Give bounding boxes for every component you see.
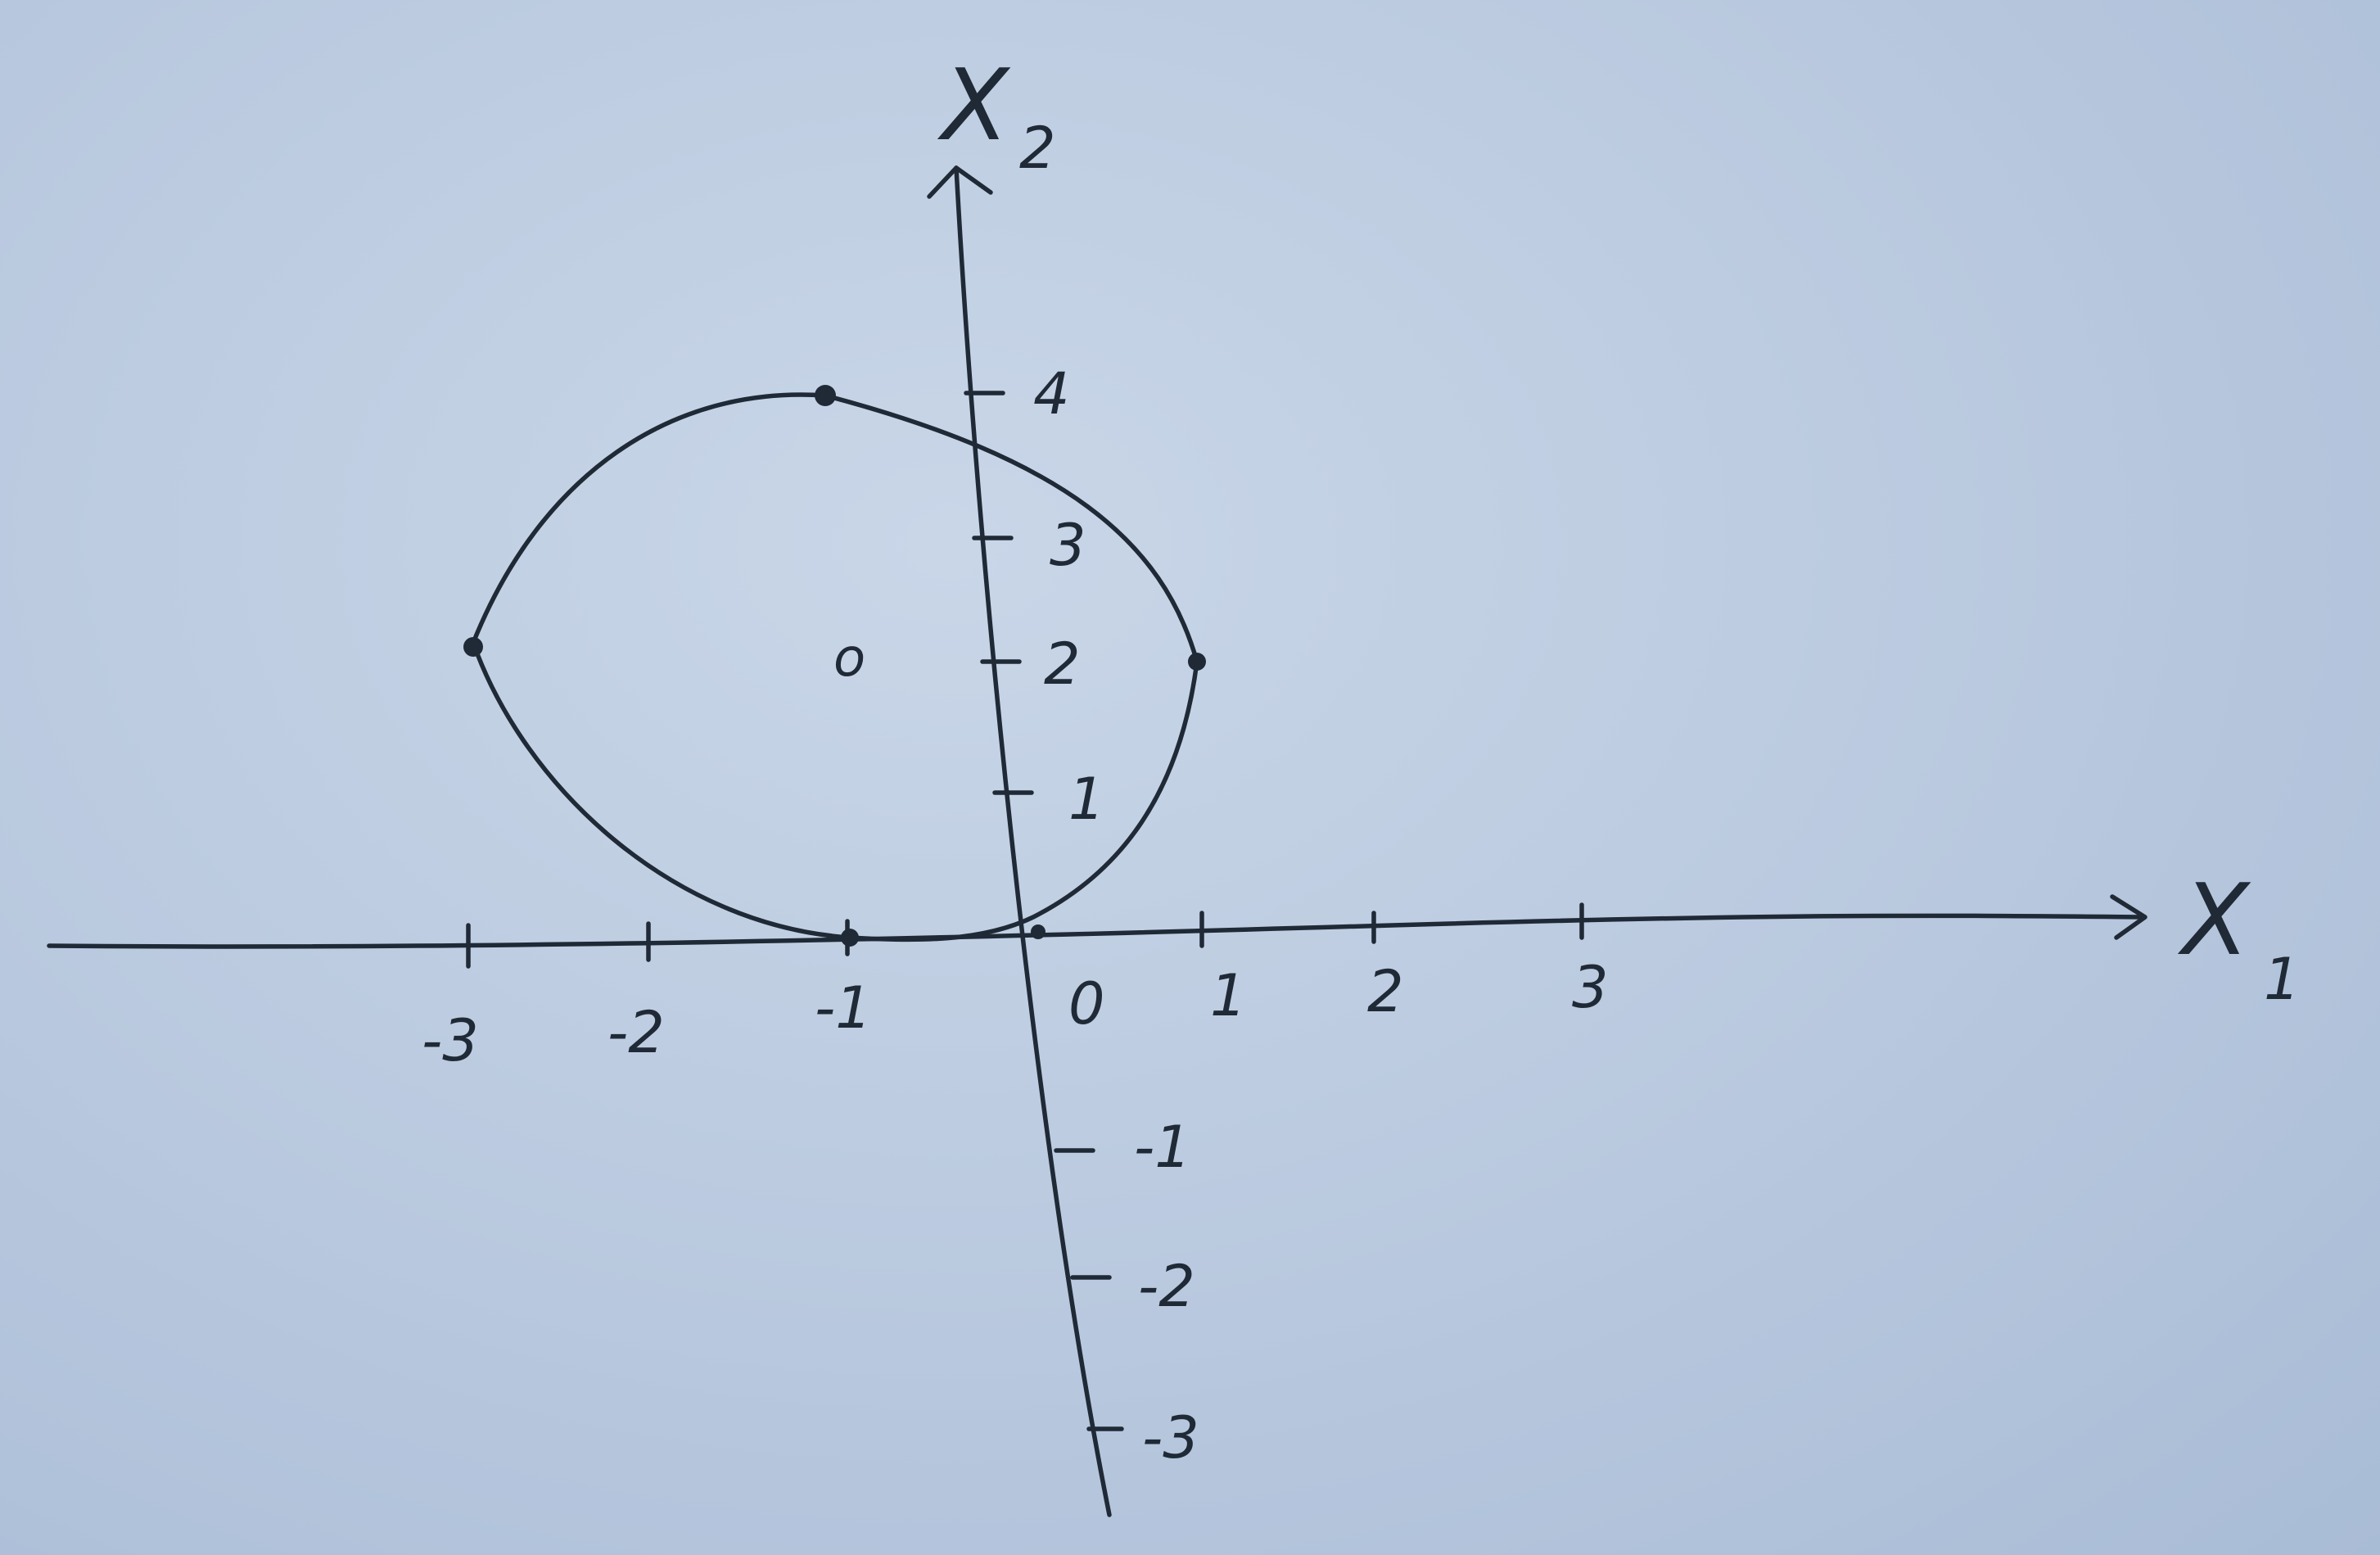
x-axis-line [47,913,2143,949]
point-left [463,637,483,657]
svg-text:2: 2 [1367,958,1404,1025]
point-origin [1031,924,1045,939]
svg-text:-3: -3 [422,1007,479,1074]
svg-text:4: 4 [1033,360,1070,427]
x-axis-label: X 1 [2177,864,2301,1013]
y-axis-arrowhead [927,165,993,199]
center-marker: o [833,628,865,689]
svg-text:-1: -1 [815,974,872,1042]
svg-text:3: 3 [1572,954,1609,1021]
svg-text:0: 0 [1068,970,1105,1037]
x-tick-labels: -3 -2 -1 0 1 2 3 [422,954,1609,1074]
svg-text:2: 2 [1044,631,1081,698]
closed-curve [471,392,1199,942]
svg-text:3: 3 [1050,512,1086,579]
svg-text:-1: -1 [1134,1114,1191,1181]
svg-text:-3: -3 [1142,1404,1199,1471]
point-bottom [841,929,859,947]
point-right [1188,653,1206,671]
point-top [815,385,836,406]
svg-text:X: X [2177,864,2251,978]
svg-text:1: 1 [1210,962,1247,1029]
svg-text:-2: -2 [607,999,665,1066]
svg-text:1: 1 [1068,766,1105,833]
y-axis-ticks [964,391,1124,1431]
y-axis-line [954,165,1112,1517]
y-axis-label: X 2 [937,49,1056,182]
y-tick-labels: 4 3 2 1 -1 -2 -3 [1033,360,1199,1471]
svg-text:1: 1 [2264,946,2301,1013]
svg-text:2: 2 [1019,115,1056,182]
svg-text:-2: -2 [1138,1253,1195,1320]
svg-text:X: X [937,49,1011,163]
x-axis-arrowhead [2110,894,2147,940]
